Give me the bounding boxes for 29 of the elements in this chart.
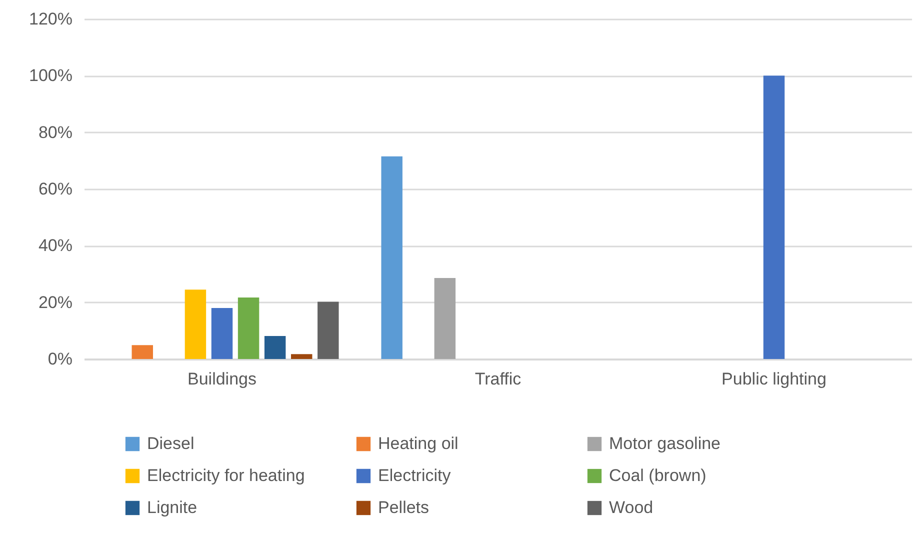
- legend-label: Electricity: [378, 466, 452, 485]
- legend-label: Pellets: [378, 498, 430, 517]
- y-tick-label: 20%: [38, 292, 72, 312]
- y-tick-label: 120%: [29, 10, 72, 28]
- legend-label: Motor gasoline: [609, 434, 721, 453]
- y-tick-label: 40%: [38, 236, 72, 256]
- bar: [291, 354, 312, 359]
- y-tick-label: 60%: [38, 180, 72, 198]
- y-tick-label: 80%: [38, 122, 72, 142]
- bar: [318, 302, 339, 359]
- bar: [132, 345, 153, 359]
- legend-label: Lignite: [147, 498, 198, 517]
- bar: [238, 298, 260, 359]
- legend-label: Heating oil: [378, 434, 458, 453]
- legend-label: Coal (brown): [609, 466, 706, 485]
- y-tick-label: 100%: [29, 66, 72, 86]
- legend-label: Diesel: [147, 434, 194, 453]
- x-tick-label: Buildings: [188, 370, 256, 388]
- bar: [184, 290, 206, 359]
- bar: [211, 308, 233, 359]
- bar: [763, 76, 785, 359]
- bar: [264, 336, 286, 359]
- bar: [434, 278, 456, 359]
- legend-label: Electricity for heating: [147, 466, 305, 485]
- bar: [381, 156, 402, 359]
- legend-label: Wood: [609, 498, 654, 517]
- x-tick-label: Traffic: [474, 370, 522, 388]
- x-tick-label: Public lighting: [722, 370, 826, 388]
- y-tick-label: 0%: [48, 350, 72, 368]
